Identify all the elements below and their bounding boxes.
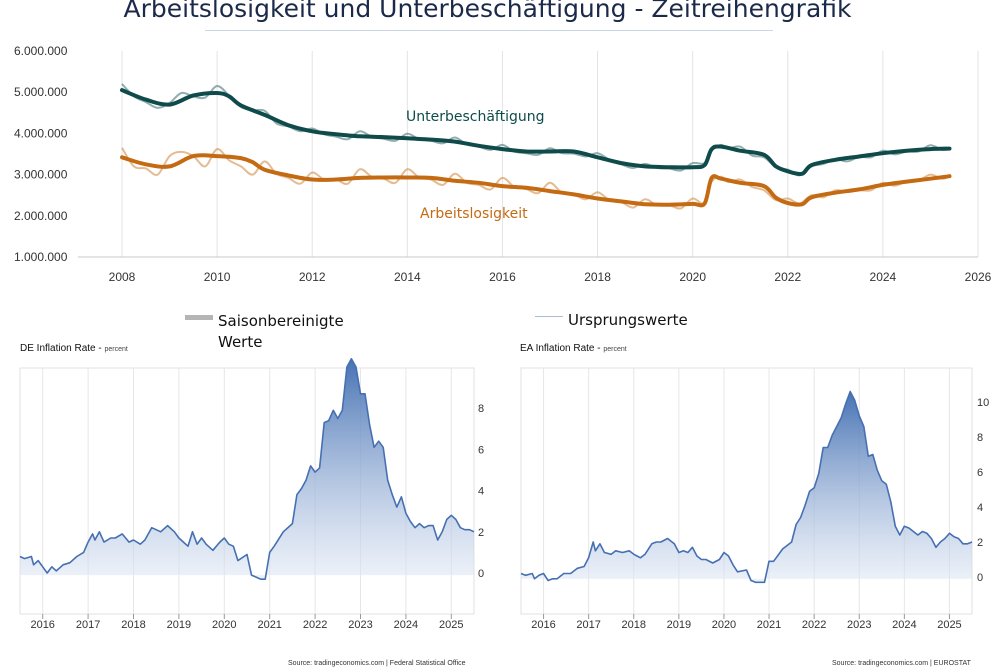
x-tick-label: 2017 [576,619,600,631]
de-source-note: Source: tradingeconomics.com | Federal S… [288,660,466,667]
top-x-tick-label: 2016 [489,270,516,284]
top-y-tick-label: 2.000.000 [14,209,68,223]
x-tick-label: 2019 [167,619,191,631]
top-y-tick-label: 5.000.000 [14,85,68,99]
series-seasonal-line-unterbeschaeftigung [120,88,952,177]
inflation-area-fill [20,358,474,580]
de-inflation-chart: 2016 2017 2018 2019 2020 2021 2022 2023 2024 2025… [19,358,484,631]
y-tick-label: 0 [977,572,983,584]
y-tick-label: 6 [977,467,983,479]
legend-seasonal-swatch [185,315,213,320]
x-tick-label: 2016 [30,619,54,631]
y-tick-label: 2 [478,527,484,539]
title-underline [205,30,773,31]
y-tick-label: 0 [478,568,484,580]
top-y-tick-label: 4.000.000 [14,126,68,140]
top-x-tick-label: 2014 [394,270,421,284]
inflation-line [19,358,475,580]
y-tick-label: 4 [977,502,983,514]
x-tick-label: 2021 [757,619,781,631]
top-line-chart: 2008 2010 2012 2014 2016 2018 2020 2022 2024 2026… [14,44,992,284]
x-tick-label: 2020 [712,619,736,631]
top-x-tick-label: 2008 [109,270,136,284]
top-y-tick-label: 6.000.000 [14,44,68,58]
legend-original-swatch [535,316,563,317]
top-x-tick-label: 2012 [299,270,326,284]
x-tick-label: 2022 [303,619,327,631]
x-tick-label: 2021 [257,619,281,631]
x-tick-label: 2017 [76,619,100,631]
x-tick-label: 2025 [439,619,463,631]
top-x-tick-label: 2020 [679,270,706,284]
x-tick-label: 2024 [892,619,916,631]
x-tick-label: 2023 [847,619,871,631]
plot-frame [19,367,475,615]
legend-seasonal-label: Saisonbereinigte Werte [218,312,344,351]
x-tick-label: 2018 [121,619,145,631]
top-x-tick-label: 2010 [204,270,231,284]
ea-chart-title: EA Inflation Rate - percent [520,343,627,354]
x-tick-label: 2022 [802,619,826,631]
x-tick-label: 2018 [622,619,646,631]
chart-title: Arbeitslosigkeit und Unterbeschäftigung … [123,0,852,23]
series-seasonal-line-arbeitslosigkeit [120,153,952,208]
y-tick-label: 6 [478,444,484,456]
inflation-line [520,390,973,584]
plot-frame [520,367,973,615]
top-x-tick-label: 2024 [870,270,897,284]
x-tick-label: 2025 [937,619,961,631]
y-tick-label: 4 [478,486,484,498]
series-label-arbeitslosigkeit: Arbeitslosigkeit [420,206,528,222]
x-tick-label: 2024 [394,619,418,631]
y-tick-label: 8 [478,403,484,415]
top-x-tick-label: 2022 [774,270,801,284]
series-original-line-arbeitslosigkeit [121,147,950,210]
top-x-tick-label: 2018 [584,270,611,284]
ea-source-note: Source: tradingeconomics.com | EUROSTAT [832,660,971,667]
x-tick-label: 2023 [348,619,372,631]
y-tick-label: 10 [977,397,989,409]
top-y-tick-label: 1.000.000 [14,250,68,264]
x-tick-label: 2020 [212,619,236,631]
de-chart-title: DE Inflation Rate - percent [20,343,128,354]
y-tick-label: 8 [977,432,983,444]
top-y-tick-label: 3.000.000 [14,168,68,182]
x-tick-label: 2019 [667,619,691,631]
ea-inflation-chart: 2016 2017 2018 2019 2020 2021 2022 2023 2024 2025… [520,367,989,631]
y-tick-label: 2 [977,537,983,549]
series-label-unterbeschaeftigung: Unterbeschäftigung [406,109,545,125]
inflation-area-fill [521,391,972,583]
x-tick-label: 2016 [531,619,555,631]
legend-original-label: Ursprungswerte [568,311,688,329]
top-x-tick-label: 2026 [965,270,992,284]
